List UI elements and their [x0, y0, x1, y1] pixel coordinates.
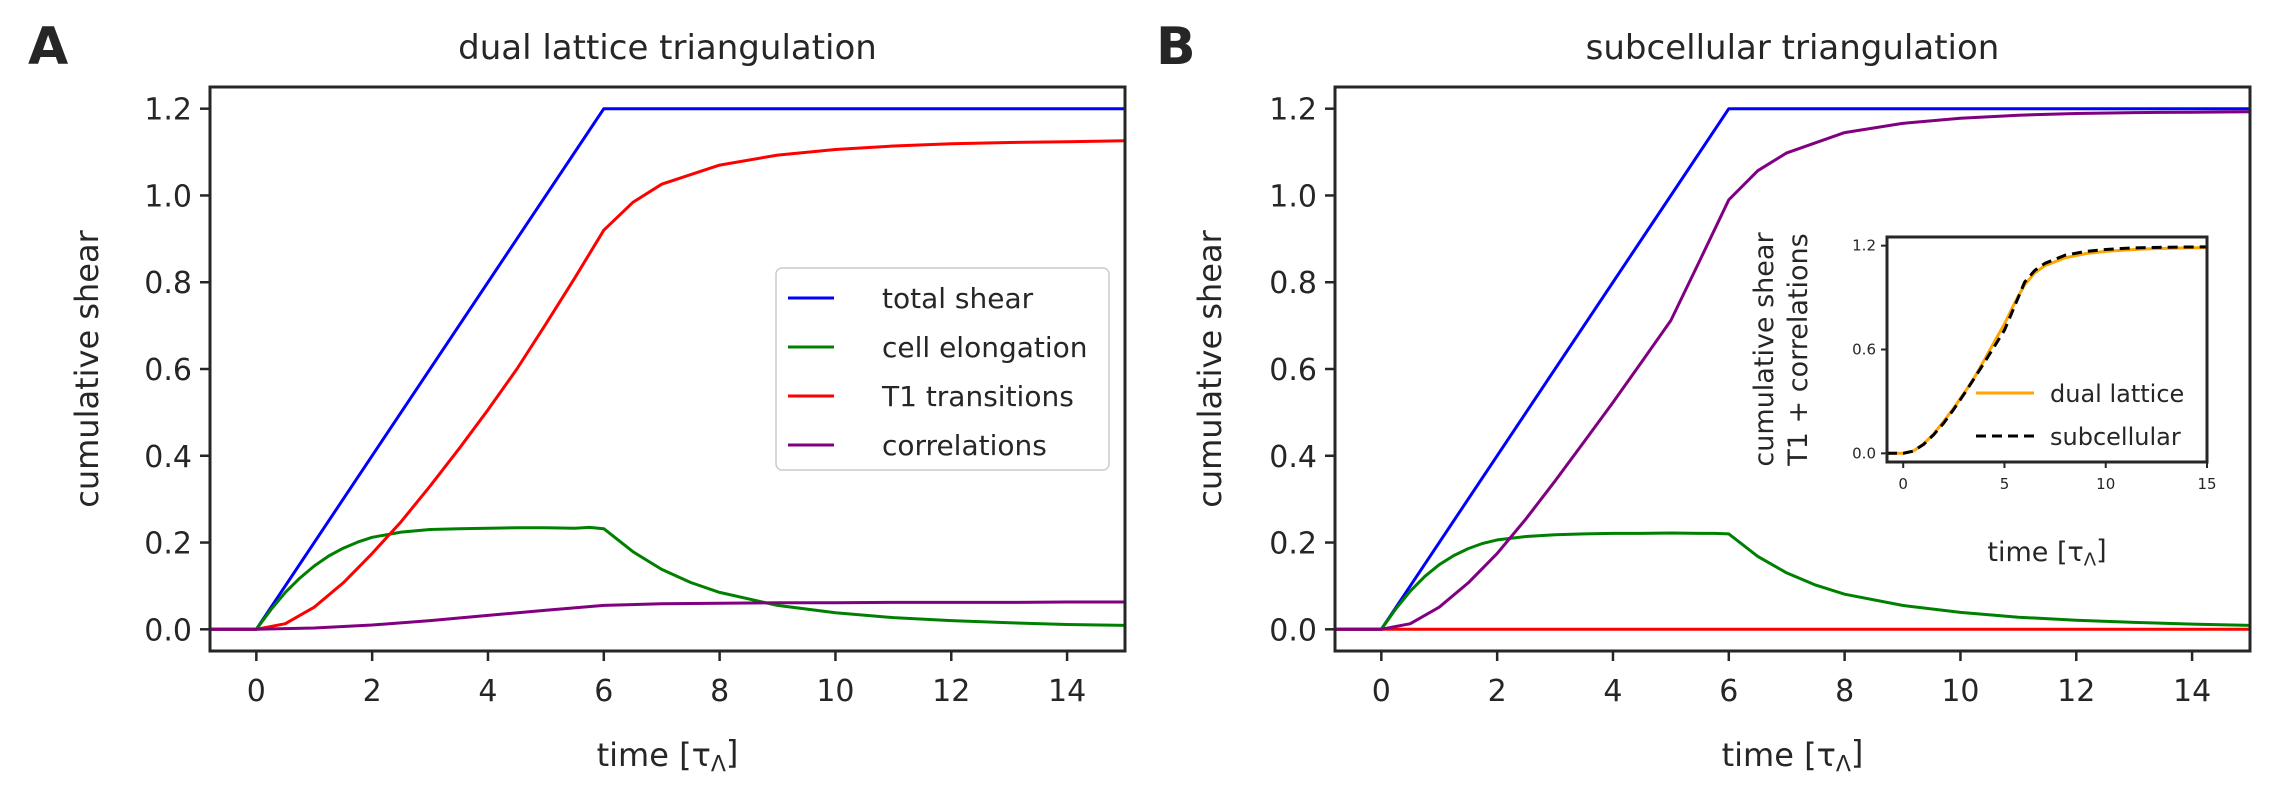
- inset-y-axis-label: cumulative shear: [1749, 232, 1780, 467]
- inset-series-group: [1887, 245, 2207, 455]
- x-tick-label: 8: [710, 674, 729, 709]
- x-tick-label: 10: [816, 674, 854, 709]
- y-tick-label: 0.6: [144, 353, 192, 388]
- x-tick-label: 0: [1372, 674, 1391, 709]
- series-line-correlations: [210, 600, 1125, 631]
- inset-legend-label-subcellular: subcellular: [2050, 423, 2181, 451]
- series-line-cell-elongation: [1335, 531, 2250, 631]
- x-tick-label: 2: [1488, 674, 1507, 709]
- x-axis-label: time [τΛ]: [1722, 734, 1864, 778]
- inset-legend: dual lattice subcellular: [1976, 380, 2184, 451]
- legend-label-cell-elongation: cell elongation: [882, 331, 1088, 364]
- inset-x-tick-label: 5: [2000, 475, 2010, 493]
- legend-label-total-shear: total shear: [882, 282, 1034, 315]
- legend-box: [775, 267, 1110, 471]
- y-tick-label: 0.6: [1269, 353, 1317, 388]
- inset-y-tick-label: 0.0: [1852, 444, 1876, 462]
- x-tick-label: 6: [594, 674, 613, 709]
- series-line-t1-transitions: [210, 139, 1125, 631]
- panel-letter: B: [1156, 17, 1196, 77]
- x-tick-label: 14: [2173, 674, 2211, 709]
- x-tick-label: 12: [932, 674, 970, 709]
- inset-y-tick-label: 1.2: [1852, 237, 1876, 255]
- inset-legend-label-dual-lattice: dual lattice: [2050, 380, 2184, 408]
- x-tick-label: 10: [1941, 674, 1979, 709]
- y-tick-label: 0.0: [1269, 613, 1317, 648]
- y-tick-label: 0.4: [1269, 440, 1317, 475]
- inset-x-tick-label: 15: [2197, 475, 2216, 493]
- x-tick-label: 4: [478, 674, 497, 709]
- y-tick-label: 0.2: [1269, 527, 1317, 562]
- legend-label-correlations: correlations: [882, 429, 1047, 462]
- x-tick-label: 4: [1603, 674, 1622, 709]
- x-tick-label: 6: [1719, 674, 1738, 709]
- panel-letter: A: [28, 17, 68, 77]
- y-tick-label: 0.8: [144, 266, 192, 301]
- inset-x-tick-label: 10: [2096, 475, 2115, 493]
- y-axis-label: cumulative shear: [68, 229, 106, 507]
- series-line-cell-elongation: [210, 525, 1125, 631]
- y-axis-label: cumulative shear: [1191, 229, 1229, 507]
- y-tick-label: 1.2: [1269, 93, 1317, 128]
- y-tick-label: 0.0: [144, 613, 192, 648]
- inset: 0 5 10 15 0.0 0.6 1.2 time [τΛ] cumulative shear…: [1749, 232, 2217, 571]
- inset-x-tick-label: 0: [1898, 475, 1908, 493]
- inset-series-line-subcellular: [1887, 245, 2207, 455]
- y-tick-label: 0.2: [144, 527, 192, 562]
- inset-x-axis-label: time [τΛ]: [1987, 535, 2106, 571]
- inset-y-tick-label: 0.6: [1852, 341, 1876, 359]
- legend: total shear cell elongation T1 transitions…: [775, 267, 1110, 471]
- x-tick-label: 8: [1835, 674, 1854, 709]
- chart-title: dual lattice triangulation: [458, 28, 877, 68]
- x-tick-label: 12: [2057, 674, 2095, 709]
- y-tick-label: 0.8: [1269, 266, 1317, 301]
- inset-y-axis-label-2: T1 + correlations: [1783, 233, 1814, 466]
- x-axis-label: time [τΛ]: [597, 734, 739, 778]
- x-tick-label: 2: [363, 674, 382, 709]
- y-tick-label: 0.4: [144, 440, 192, 475]
- y-tick-label: 1.2: [144, 93, 192, 128]
- x-tick-label: 14: [1048, 674, 1086, 709]
- chart-title: subcellular triangulation: [1586, 28, 2000, 68]
- x-tick-label: 0: [247, 674, 266, 709]
- y-tick-label: 1.0: [144, 179, 192, 214]
- series-group: [1335, 107, 2250, 631]
- legend-label-t1-transitions: T1 transitions: [881, 380, 1074, 413]
- y-tick-label: 1.0: [1269, 179, 1317, 214]
- series-line-correlations: [1335, 110, 2250, 631]
- series-group: [210, 107, 1125, 631]
